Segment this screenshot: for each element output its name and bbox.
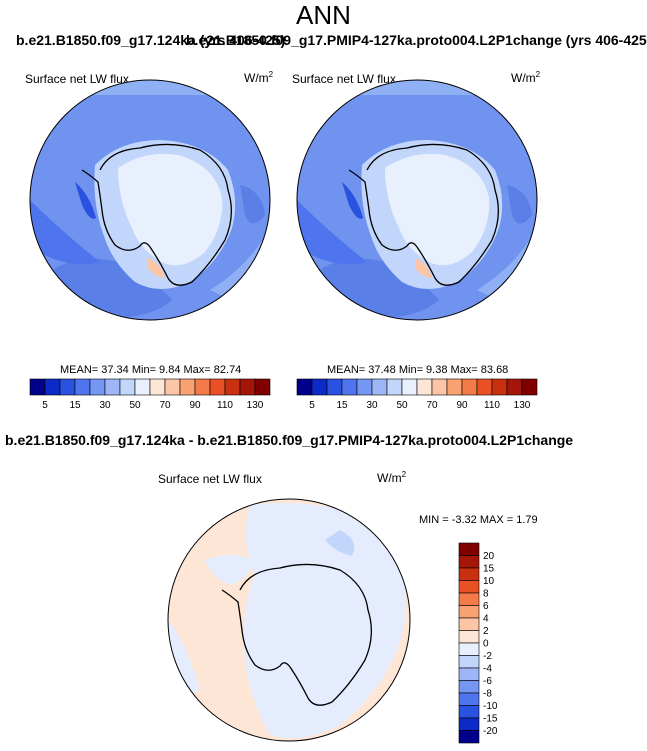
colorbar-tick-label: 90 — [189, 400, 201, 411]
colorbar-tick-label: -6 — [483, 676, 492, 687]
colorbar-tick-label: 130 — [514, 400, 531, 411]
colorbar-tick-label: 15 — [483, 564, 495, 575]
antarctica-coastline — [81, 143, 232, 286]
colorbar-tick-label: -2 — [483, 651, 492, 662]
colorbar-swatch — [458, 680, 480, 694]
field-patch-east — [507, 185, 532, 224]
colorbar-tick-label: 30 — [366, 400, 378, 411]
colorbar-tick-label: 130 — [247, 400, 264, 411]
colorbar-swatch — [458, 592, 480, 606]
colorbar-swatch — [458, 580, 480, 594]
colorbar-swatch — [458, 642, 480, 656]
colorbar-tick-label: -15 — [483, 714, 498, 725]
colorbar-tick-label: 70 — [426, 400, 438, 411]
colorbar-swatch — [458, 692, 480, 706]
antarctica-coastline — [221, 563, 372, 706]
panel-1-units-label: W/m2 — [244, 70, 274, 85]
colorbar-tick-label: -20 — [483, 726, 498, 737]
colorbar-tick-label: 0 — [483, 639, 489, 650]
colorbar-tick-label: 15 — [336, 400, 348, 411]
colorbar-tick-label: -10 — [483, 701, 498, 712]
colorbar-tick-label: 110 — [484, 400, 500, 411]
colorbar-swatch — [458, 542, 480, 556]
panel-1-case-title: b.e21.B1850.f09_g17.124ka (yrs 406-425) — [16, 32, 286, 48]
panel-1-colorbar: 5 15 30 50 70 90 110 130 — [29, 378, 271, 411]
colorbar-tick-label: 4 — [483, 614, 489, 625]
map-boundary-circle — [167, 498, 411, 742]
colorbar-tick-label: 5 — [309, 400, 315, 411]
colorbar-tick-label: 70 — [159, 400, 171, 411]
colorbar-tick-label: 15 — [69, 400, 81, 411]
difference-negative-patch-west — [205, 555, 255, 585]
colorbar-tick-label: 2 — [483, 626, 489, 637]
colorbar-tick-label: 5 — [42, 400, 48, 411]
panel-3-variable-label: Surface net LW flux — [158, 472, 262, 486]
difference-negative-patch — [325, 530, 355, 556]
colorbar-swatch — [458, 605, 480, 619]
difference-negative-region — [243, 502, 406, 739]
panel-3-case-title: b.e21.B1850.f09_g17.124ka - b.e21.B1850.… — [5, 432, 574, 448]
antarctic-peninsula-low-field — [342, 182, 363, 219]
colorbar-swatch — [458, 655, 480, 669]
panel-2-case-title: b.e21.B1850.f09_g17.PMIP4-127ka.proto004… — [186, 32, 647, 48]
colorbar-swatch — [458, 567, 480, 581]
colorbar-tick-label: 110 — [217, 400, 233, 411]
antarctic-peninsula-low-field — [75, 182, 96, 219]
colorbar-tick-label: 10 — [483, 576, 495, 587]
colorbar-tick-label: 50 — [129, 400, 141, 411]
field-band-west — [297, 200, 367, 265]
colorbar-swatch — [458, 667, 480, 681]
colorbar-swatch — [458, 730, 480, 744]
colorbar-tick-label: 6 — [483, 601, 489, 612]
page-title: ANN — [296, 0, 351, 30]
map-boundary-circle — [296, 79, 538, 321]
field-patch-east — [240, 185, 265, 224]
field-band-west — [30, 200, 100, 265]
panel-2-colorbar: 5 15 30 50 70 90 110 130 — [296, 378, 538, 411]
colorbar-swatch — [521, 378, 538, 396]
antarctica-interior-field — [118, 153, 223, 266]
antarctica-interior-field — [385, 153, 490, 266]
colorbar-tick-label: 8 — [483, 589, 489, 600]
colorbar-swatch — [458, 630, 480, 644]
colorbar-swatch — [458, 617, 480, 631]
ross-ice-shelf-warm-field — [148, 258, 165, 278]
colorbar-swatch — [458, 717, 480, 731]
antarctica-coastline — [348, 143, 499, 286]
colorbar-swatch — [458, 555, 480, 569]
colorbar-swatch — [458, 705, 480, 719]
panel-2-units-label: W/m2 — [511, 70, 541, 85]
colorbar-tick-label: -4 — [483, 664, 492, 675]
colorbar-tick-label: 90 — [456, 400, 468, 411]
colorbar-tick-label: 50 — [396, 400, 408, 411]
colorbar-swatch — [254, 378, 271, 396]
panel-1-variable-label: Surface net LW flux — [25, 72, 129, 86]
panel-2-stats: MEAN= 37.48 Min= 9.38 Max= 83.68 — [327, 364, 509, 376]
panel-1-stats: MEAN= 37.34 Min= 9.84 Max= 82.74 — [60, 364, 242, 376]
colorbar-tick-label: -8 — [483, 689, 492, 700]
panel-3-units-label: W/m2 — [377, 470, 407, 485]
map-boundary-circle — [29, 79, 271, 321]
colorbar-tick-label: 20 — [483, 551, 495, 562]
panel-3-stats: MIN = -3.32 MAX = 1.79 — [419, 514, 538, 526]
panel-2-variable-label: Surface net LW flux — [292, 72, 396, 86]
colorbar-tick-label: 30 — [99, 400, 111, 411]
ross-ice-shelf-warm-field — [415, 258, 432, 278]
